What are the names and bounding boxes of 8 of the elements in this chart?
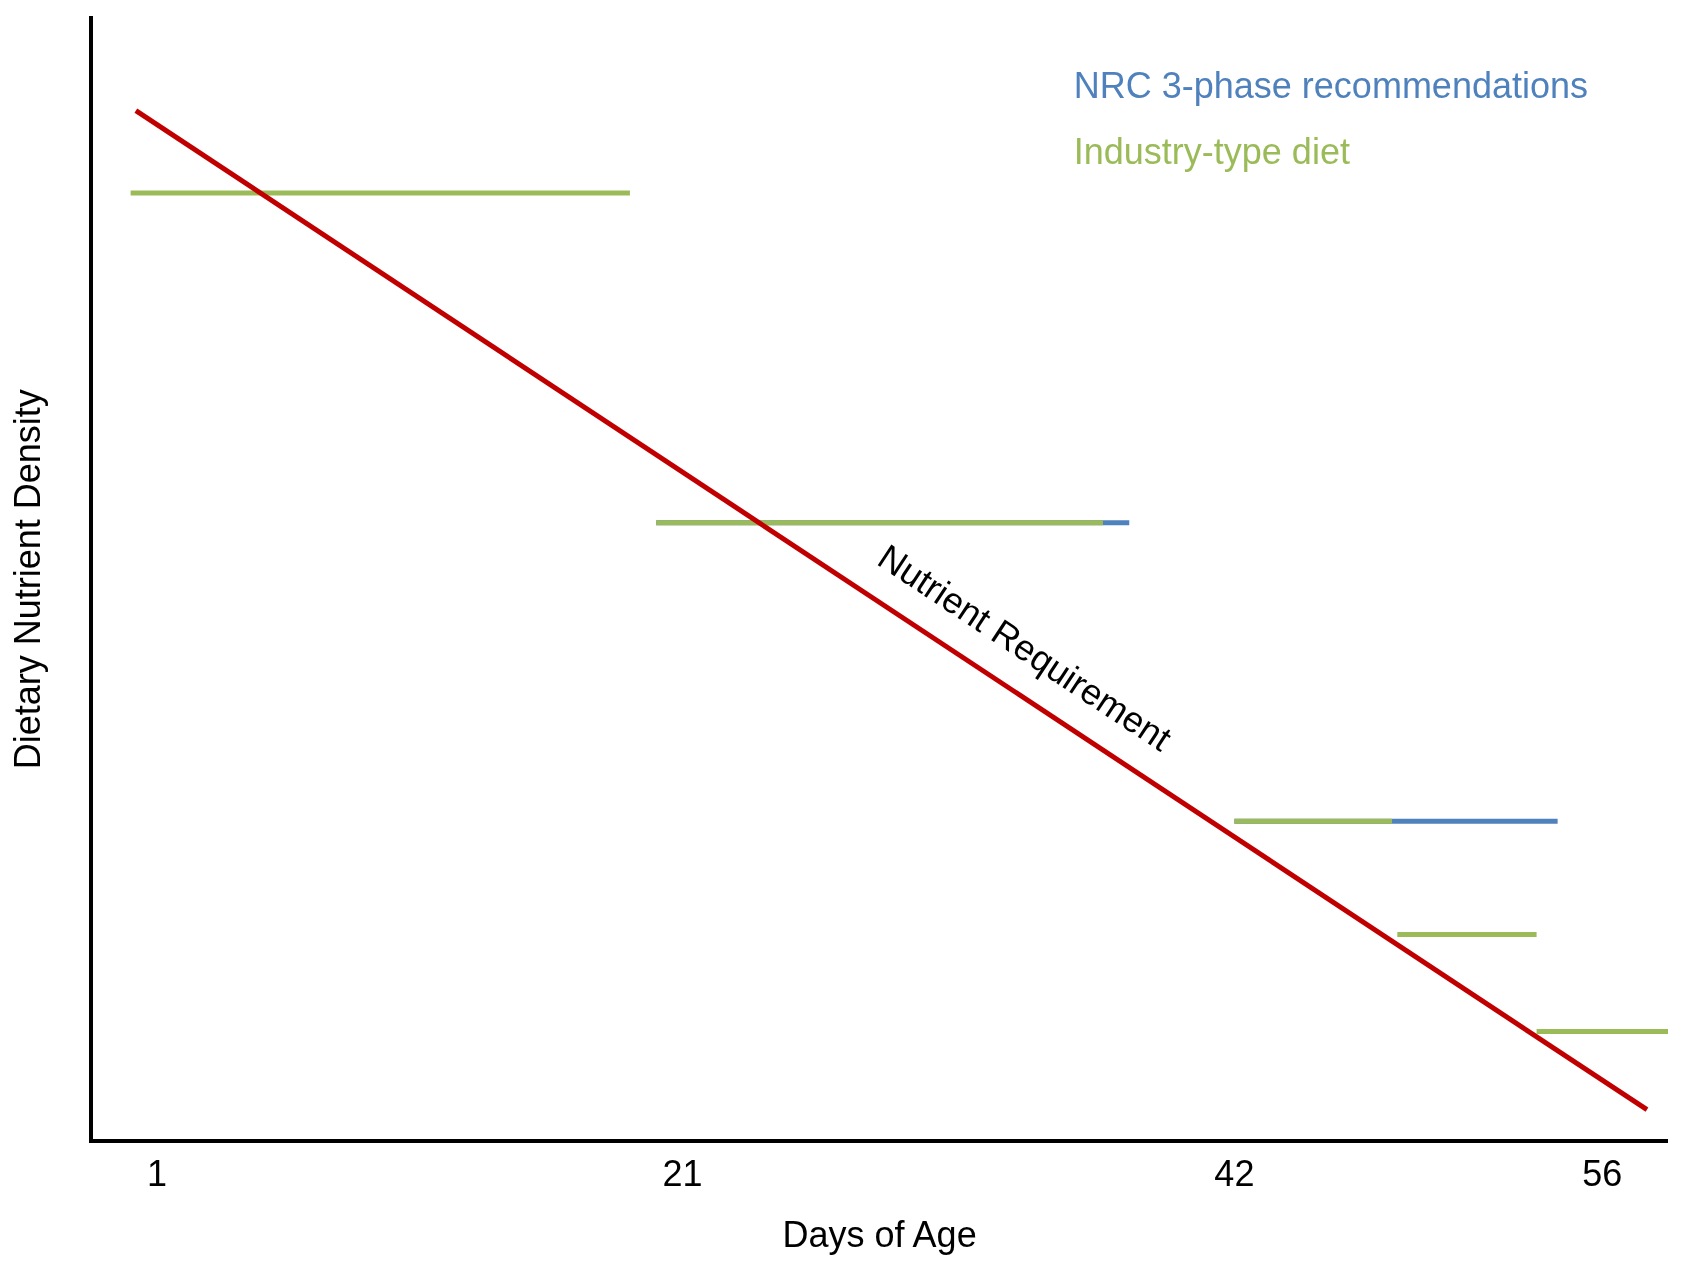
text: NRC 3-phase recommendations [1073, 64, 1588, 106]
y-axis-title: Dietary Nutrient Density [6, 389, 48, 770]
x-tick-label: 56 [1582, 1153, 1623, 1195]
text: Industry-type diet [1073, 130, 1350, 172]
x-axis-title: Days of Age [782, 1214, 977, 1256]
x-tick-label: 1 [146, 1153, 167, 1195]
x-tick-label: 42 [1214, 1153, 1255, 1195]
x-tick-label: 21 [662, 1153, 703, 1195]
